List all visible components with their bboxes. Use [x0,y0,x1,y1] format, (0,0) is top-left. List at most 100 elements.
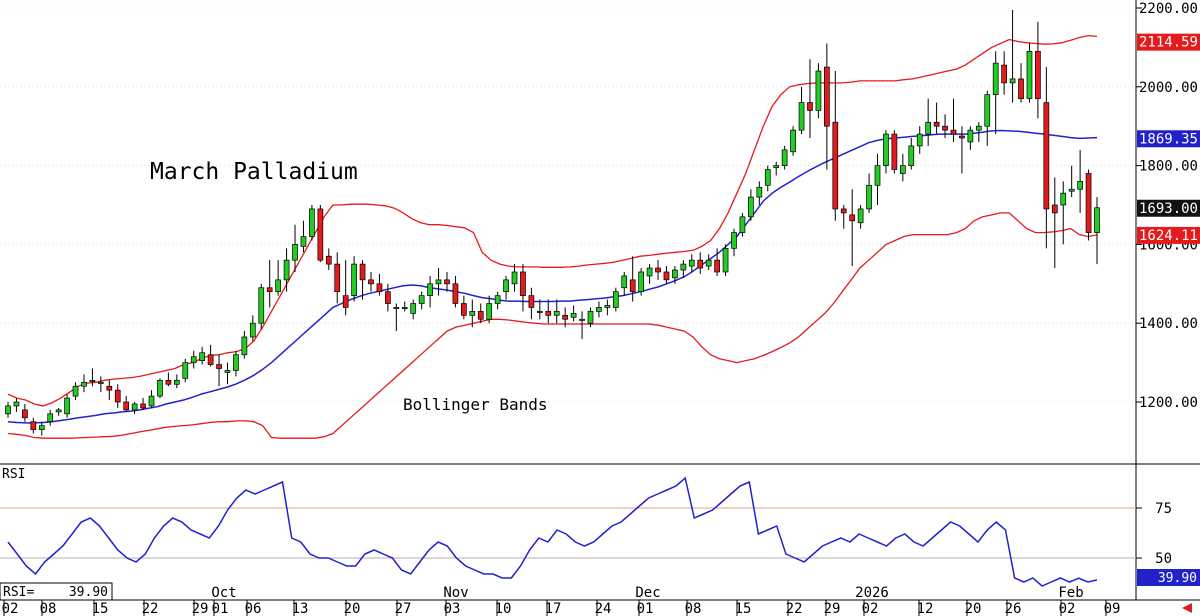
candle-body [511,271,518,285]
candle [883,130,889,174]
time-date-label: 15 [92,601,109,616]
candle [621,271,628,296]
rsi-tick-label: 75 [1155,501,1172,517]
candle [64,394,70,418]
time-date-label: 24 [595,601,612,616]
candle [891,130,898,174]
candle [157,378,163,399]
candle-body [258,287,265,324]
candle-body [292,244,298,261]
candle-body [72,385,79,397]
candle-body [486,303,493,320]
candle [131,402,138,414]
candle [975,122,982,142]
rsi-panel: RSI 75 50 39.90 RSI= 39.90 [0,464,1200,601]
time-date-label: 02 [1059,601,1076,616]
time-month-label: Oct [211,585,236,601]
candle [427,275,433,308]
candle-body [503,279,509,293]
candle-body [309,208,315,237]
candle [714,248,720,276]
candle-body [55,409,62,413]
candle [899,153,906,182]
candle-body [536,311,543,313]
candle-body [866,184,872,210]
candle-body [98,381,104,384]
candle [30,417,37,434]
candle [317,205,324,263]
candle-body [1001,64,1007,84]
candle-body [325,255,332,265]
candle-body [579,318,585,321]
candle [503,275,509,300]
candle [638,268,644,296]
candle-body [393,307,400,309]
candle-body [477,311,484,320]
candle [401,301,408,312]
candle-body [562,314,569,320]
candle-body [545,311,552,316]
candle-body [81,381,87,387]
candle [579,311,585,339]
time-month-label: Nov [443,585,468,601]
candle-body [249,322,256,338]
time-month-label: Feb [1058,585,1083,601]
time-axis: 02 08 15 22 29 01 06 13 20 27 03 10 17 24 01 08 15 22 29 02… [2,585,1120,616]
candle [520,264,526,312]
candle-body [731,232,737,249]
rsi-readout-value: 39.90 [69,585,108,600]
candle [207,344,214,367]
candle [781,145,788,170]
candle-body [612,291,619,308]
candle [528,287,535,320]
candle [1043,67,1050,249]
time-date-label: 29 [824,601,841,616]
candle-body [64,397,70,415]
candle-body [984,94,991,127]
candle-body [13,401,20,407]
candle [916,126,923,154]
candle [22,403,28,422]
candle [807,59,813,139]
candle [739,212,746,237]
candle [629,256,636,302]
candle [764,165,771,192]
candle [334,252,341,304]
candle [241,331,248,359]
time-date-label: 26 [1005,601,1022,616]
candle-body [857,208,864,224]
candle-body [173,379,180,385]
candle-body [5,405,11,415]
candle [1085,169,1092,241]
candle-body [368,279,374,285]
candle-body [933,121,940,127]
candle-body [89,379,96,382]
candle-body [646,267,653,277]
candle [604,299,611,316]
candle-body [1035,50,1041,99]
candle [410,299,417,320]
candle [351,256,357,302]
candle-body [300,236,307,247]
candle [722,244,729,276]
candle [494,291,501,310]
time-date-label: 01 [637,601,654,616]
candle [790,126,796,156]
candle [199,346,206,365]
candle [612,287,619,312]
candle [1060,181,1067,245]
candle-body [638,271,644,293]
candle-body [1085,173,1092,233]
time-date-label: 15 [735,601,752,616]
candle [385,283,391,312]
candle [368,271,374,292]
scroll-arrow-icon[interactable] [1182,603,1192,613]
candle-body [461,303,467,316]
candle-body [106,385,113,391]
candle [697,252,704,274]
candle [925,98,932,146]
candle [452,275,459,308]
candle-body [494,295,501,304]
time-date-label: 08 [685,601,702,616]
rsi-current-tag-bg [1137,569,1200,586]
